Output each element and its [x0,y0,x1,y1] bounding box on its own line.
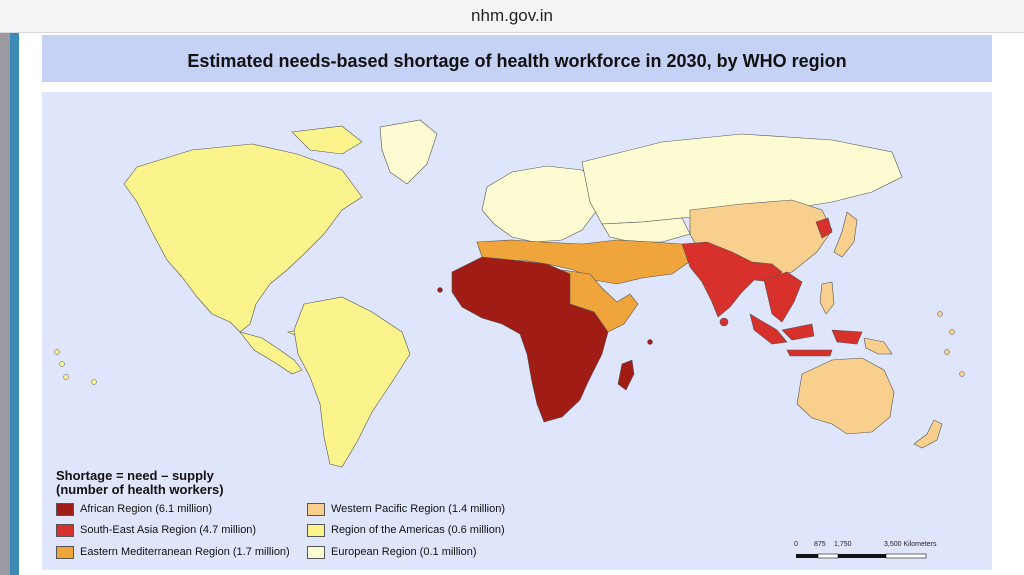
url-text[interactable]: nhm.gov.in [471,6,553,25]
europe-shape [481,165,603,243]
legend-label: Eastern Mediterranean Region (1.7 millio… [80,546,290,558]
island-dot [54,349,60,355]
se-asia-mainland-shape [763,271,803,323]
island-dot [959,371,965,377]
arctic-islands-shape [291,125,363,155]
new-zealand-shape [913,419,943,449]
page-accent-bar [10,33,19,575]
island-dot [437,287,443,293]
legend-label: African Region (6.1 million) [80,503,213,515]
legend-label: Region of the Americas (0.6 million) [331,524,505,536]
island-dot [91,379,97,385]
legend-title-line1: Shortage = need – supply [56,468,214,483]
japan-shape [833,211,858,258]
window-edge [0,33,10,575]
scale-bar: 0 875 1,750 3,500 Kilometers [792,541,952,563]
north-korea-shape [815,217,833,239]
browser-address-bar[interactable]: nhm.gov.in [0,0,1024,33]
legend-label: South-East Asia Region (4.7 million) [80,524,257,536]
island-dot [59,361,65,367]
map-title: Estimated needs-based shortage of health… [187,51,847,71]
scale-tick-3: 3,500 Kilometers [884,541,937,548]
central-america-shape [239,331,303,375]
scale-tick-1: 875 [814,541,826,548]
central-asia-shape [601,217,691,243]
world-map [42,92,992,570]
philippines-shape [819,281,835,315]
legend-swatch [307,524,325,537]
sri-lanka-shape [719,317,729,327]
legend-label: Western Pacific Region (1.4 million) [331,503,506,515]
australia-shape [796,357,895,435]
island-dot [647,339,653,345]
island-dot [937,311,943,317]
island-dot [63,374,69,380]
south-america-shape [293,296,411,468]
south-asia-shape [681,241,783,318]
legend-title: Shortage = need – supply (number of heal… [56,469,224,497]
legend-swatch [56,546,74,559]
legend-swatch [307,503,325,516]
north-america-shape [123,143,363,333]
legend-swatch [307,546,325,559]
madagascar-shape [617,359,635,391]
world-map-svg [54,119,965,468]
legend-swatch [56,524,74,537]
papua-new-guinea-shape [863,337,893,355]
map-title-banner: Estimated needs-based shortage of health… [42,35,992,82]
legend-swatch [56,503,74,516]
africa-shape [451,256,609,423]
scale-bar-graphic [796,553,927,559]
legend-title-line2: (number of health workers) [56,482,224,497]
indonesia-shape [749,313,863,357]
island-dot [949,329,955,335]
scale-tick-2: 1,750 [834,541,852,548]
greenland-shape [379,119,438,185]
legend-label: European Region (0.1 million) [331,546,477,558]
scale-tick-0: 0 [794,541,798,548]
island-dot [944,349,950,355]
